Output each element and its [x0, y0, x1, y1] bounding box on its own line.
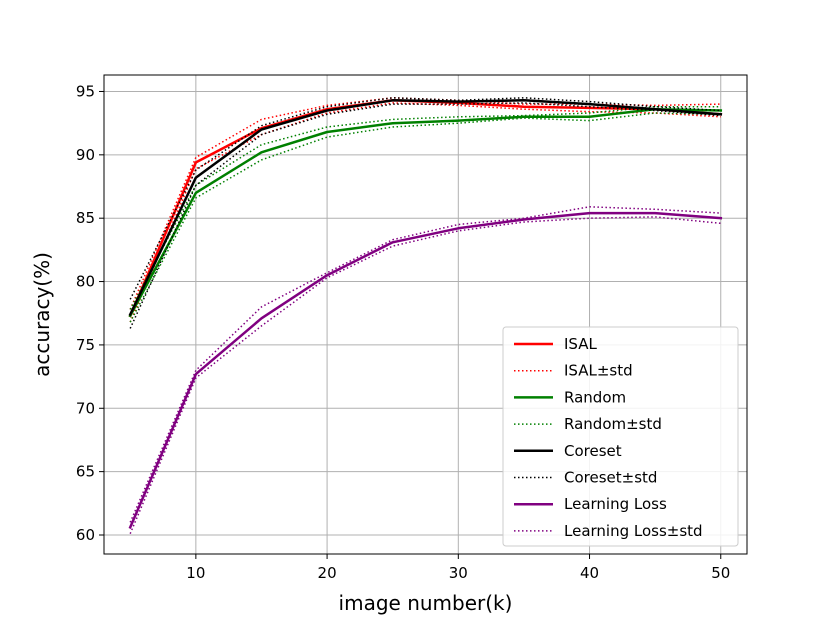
- legend-label: Random: [564, 388, 626, 406]
- plot-frame: [103, 74, 748, 555]
- legend-label: Coreset: [564, 442, 622, 460]
- legend-label: Coreset±std: [564, 469, 657, 487]
- x-tick-label: 30: [449, 564, 468, 582]
- coreset-pm-std-lower-line: [129, 102, 721, 329]
- legend-box: [502, 326, 739, 547]
- grid-lines: [104, 75, 747, 554]
- legend-label: Learning Loss: [564, 495, 667, 513]
- x-axis-label: image number(k): [339, 591, 513, 615]
- learning-loss-line: [128, 211, 723, 530]
- y-tick-label: 65: [76, 463, 95, 481]
- legend: ISAL ISAL±std Random Random±std Coreset Cores…: [502, 326, 739, 547]
- y-tick-label: 85: [76, 209, 95, 227]
- coreset-pm-std-upper-line: [129, 97, 721, 300]
- y-tick-label: 95: [76, 82, 95, 100]
- legend-label: ISAL±std: [564, 362, 633, 380]
- x-tick-label: 10: [186, 564, 205, 582]
- y-tick-label: 70: [76, 399, 95, 417]
- coreset-line: [128, 99, 723, 317]
- random-line: [128, 107, 723, 318]
- legend-label: Learning Loss±std: [564, 522, 703, 540]
- y-tick-label: 90: [76, 146, 95, 164]
- x-tick-label: 50: [711, 564, 730, 582]
- legend-label: ISAL: [564, 335, 597, 353]
- y-axis-label: accuracy(%): [30, 252, 54, 377]
- x-tick-label: 40: [580, 564, 599, 582]
- data-series: [128, 97, 723, 534]
- learning-loss-pm-std-lower-line: [129, 216, 721, 534]
- axis-ticks: 10 20 30 40 50 60 65 70 75 80 85 90 95: [76, 82, 730, 582]
- legend-label: Random±std: [564, 415, 662, 433]
- y-tick-label: 80: [76, 273, 95, 291]
- y-tick-label: 75: [76, 336, 95, 354]
- random-pm-std-upper-line: [129, 105, 721, 310]
- y-tick-label: 60: [76, 526, 95, 544]
- x-tick-label: 20: [318, 564, 337, 582]
- learning-loss-pm-std-upper-line: [129, 206, 721, 523]
- random-pm-std-lower-line: [129, 112, 721, 323]
